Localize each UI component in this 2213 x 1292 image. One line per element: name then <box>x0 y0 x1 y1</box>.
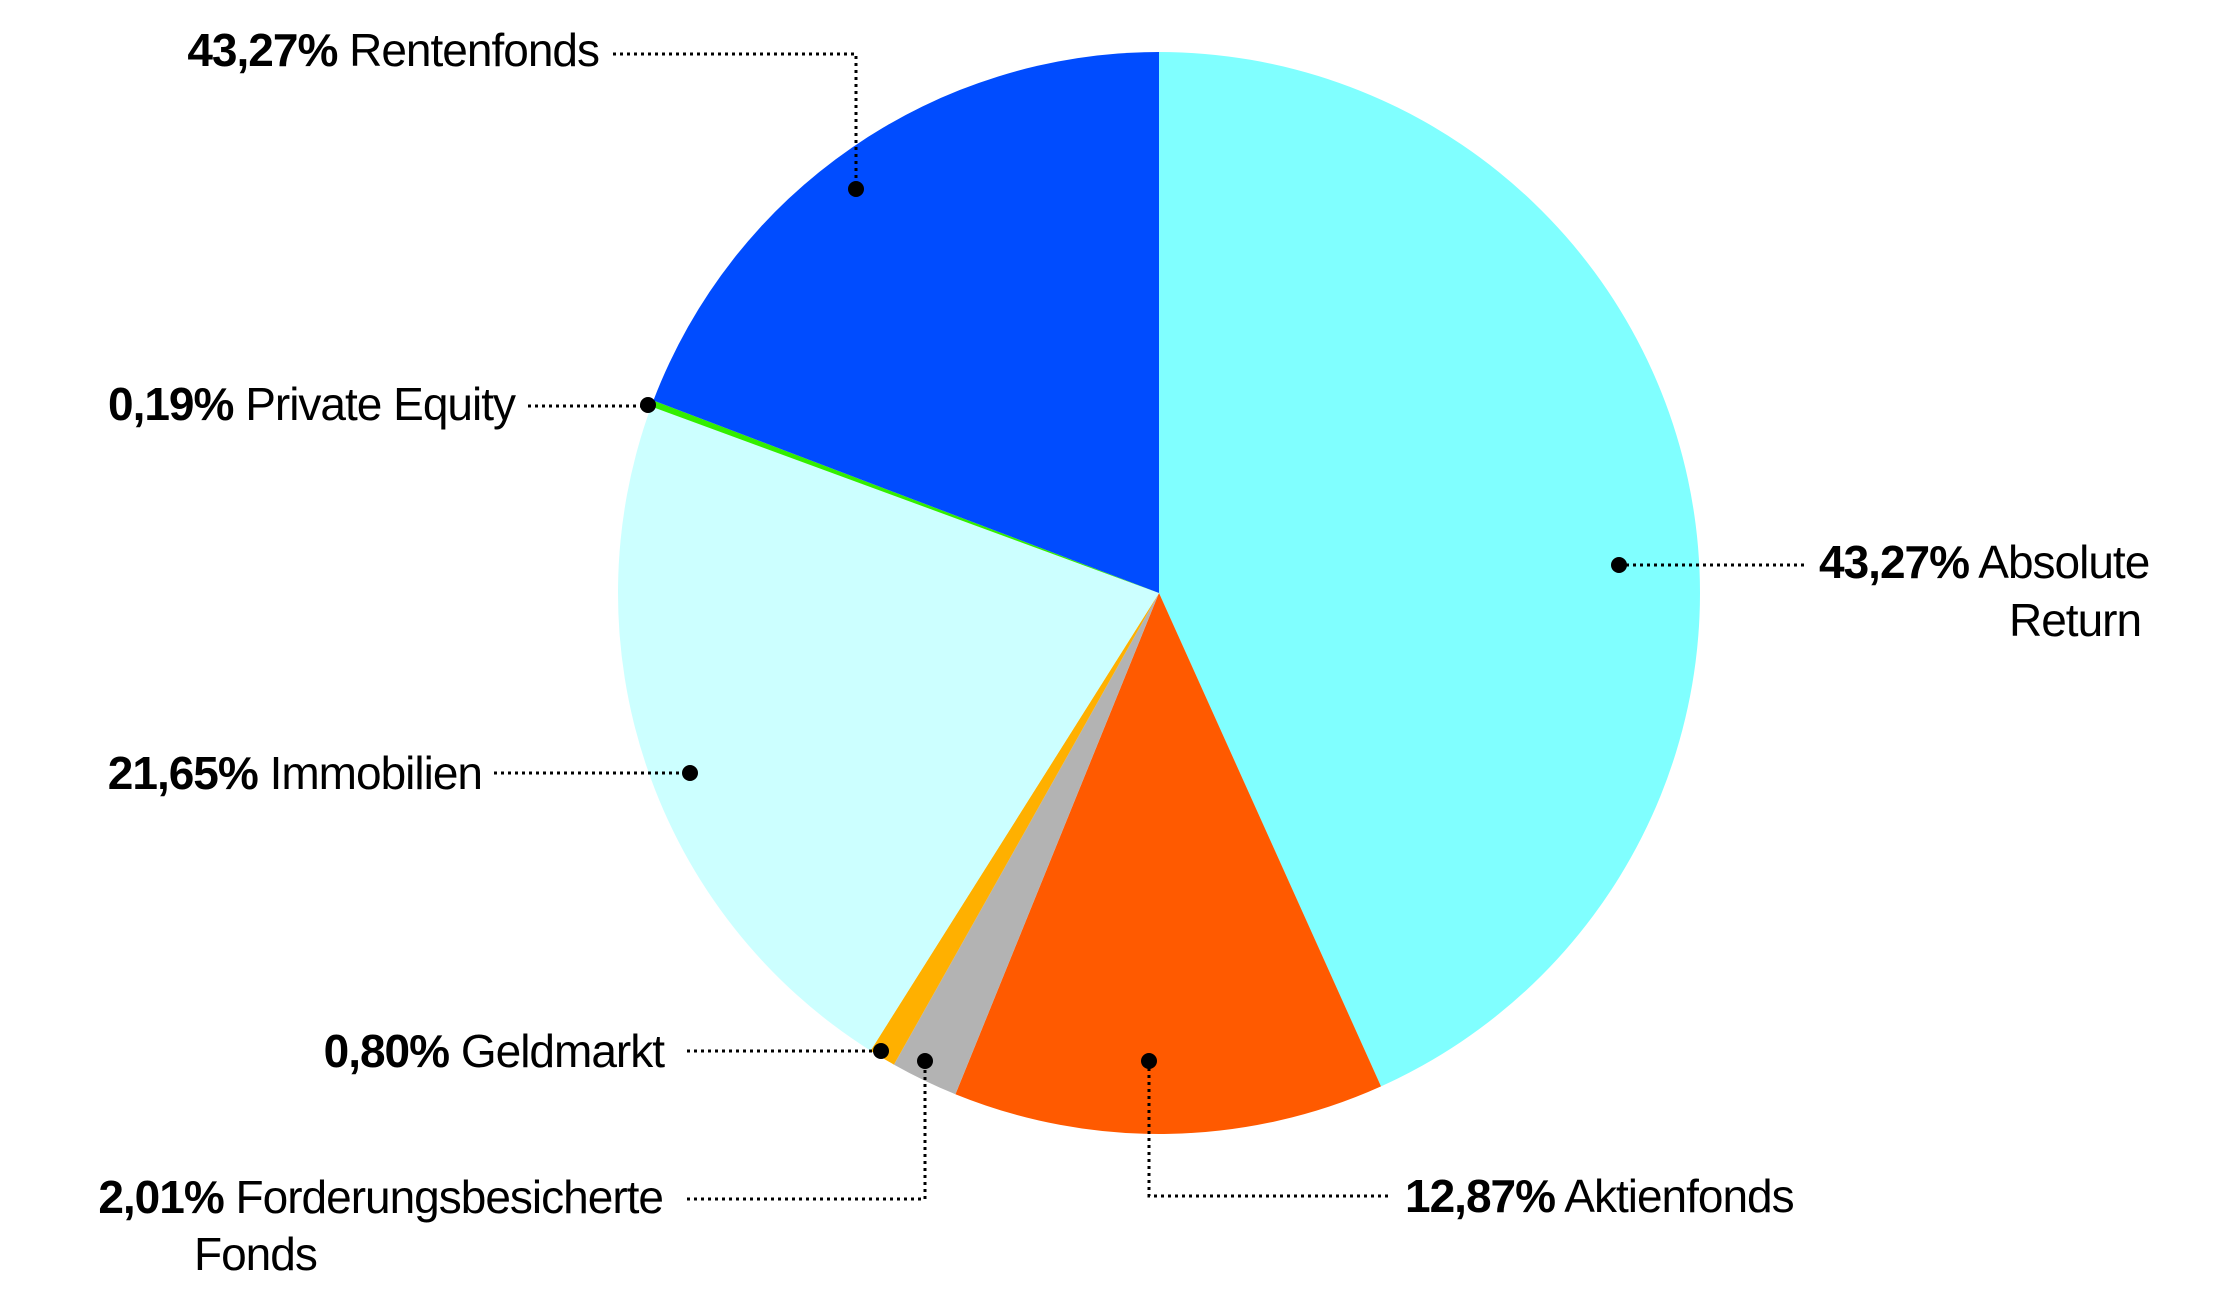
svg-text:43,27% Rentenfonds: 43,27% Rentenfonds <box>187 24 599 76</box>
svg-text:0,80% Geldmarkt: 0,80% Geldmarkt <box>324 1025 666 1077</box>
leader-dot <box>1611 557 1627 573</box>
label-aktienfonds: 12,87% Aktienfonds <box>1141 1053 1795 1222</box>
svg-text:2,01% Forderungsbesicherte: 2,01% Forderungsbesicherte <box>98 1171 663 1223</box>
label-absolute-return: 43,27% Absolute Return <box>1611 536 2150 646</box>
svg-text:43,27% Absolute: 43,27% Absolute <box>1819 536 2149 588</box>
leader-dot <box>1141 1053 1157 1069</box>
label-private-equity: 0,19% Private Equity <box>108 378 656 430</box>
svg-text:Fonds: Fonds <box>194 1228 317 1280</box>
svg-text:0,19% Private Equity: 0,19% Private Equity <box>108 378 516 430</box>
leader-dot <box>682 765 698 781</box>
svg-text:12,87% Aktienfonds: 12,87% Aktienfonds <box>1405 1170 1794 1222</box>
pie-slice-geldmarkt <box>870 593 1159 1065</box>
label-forderungsbesicherte-fonds: 2,01% Forderungsbesicherte Fonds <box>98 1053 933 1280</box>
pie-slice-private-equity <box>651 400 1159 593</box>
pie-slice-immobilien <box>618 406 1159 1051</box>
label-geldmarkt: 0,80% Geldmarkt <box>324 1025 889 1077</box>
svg-text:Return: Return <box>2009 594 2141 646</box>
pie-slice-absolute-return <box>1159 51 1701 1087</box>
leader-dot <box>848 181 864 197</box>
leader-line <box>1147 1061 1388 1198</box>
pie-slice-forderungsbesicherte-fonds <box>893 593 1159 1095</box>
leader-line <box>613 52 858 189</box>
pie-slice-rentenfonds <box>653 52 1159 593</box>
pie-slices <box>618 51 1701 1135</box>
label-immobilien: 21,65% Immobilien <box>108 747 698 799</box>
svg-text:21,65% Immobilien: 21,65% Immobilien <box>108 747 482 799</box>
leader-dot <box>873 1043 889 1059</box>
leader-dot <box>917 1053 933 1069</box>
pie-slice-aktienfonds <box>955 593 1382 1135</box>
leader-line <box>687 1061 927 1201</box>
label-rentenfonds: 43,27% Rentenfonds <box>187 24 864 197</box>
leader-dot <box>640 397 656 413</box>
